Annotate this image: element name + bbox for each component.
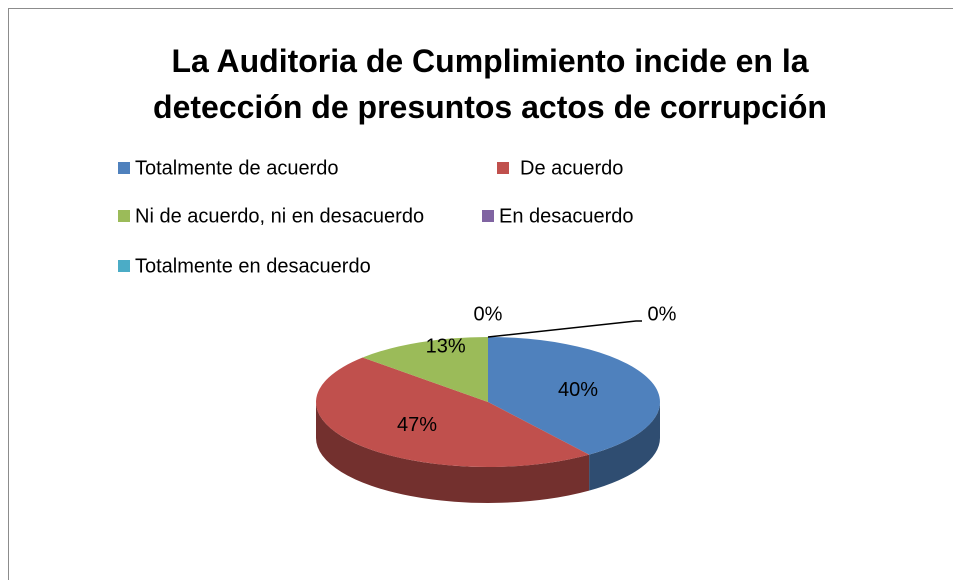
data-label: 47%: [397, 414, 437, 436]
data-label: 13%: [426, 336, 466, 358]
legend-swatch: [482, 210, 494, 222]
legend-label: Ni de acuerdo, ni en desacuerdo: [135, 205, 424, 227]
pie-slice: [362, 337, 488, 402]
legend-swatch: [497, 162, 509, 174]
leader-line: [487, 320, 642, 338]
legend-label: De acuerdo: [520, 157, 623, 179]
chart-frame: [8, 8, 953, 580]
legend-swatch: [118, 260, 130, 272]
legend-swatch: [118, 162, 130, 174]
legend-label: Totalmente de acuerdo: [135, 157, 338, 179]
pie-side: [589, 402, 660, 491]
data-label: 0%: [648, 303, 677, 325]
legend-label: En desacuerdo: [499, 205, 634, 227]
data-label: 40%: [558, 379, 598, 401]
pie-slice: [488, 337, 660, 455]
legend-swatch: [118, 210, 130, 222]
data-label: 0%: [474, 303, 503, 325]
chart-title: La Auditoria de Cumplimiento incide en l…: [153, 43, 827, 125]
pie-slice: [315, 357, 590, 467]
legend-label: Totalmente en desacuerdo: [135, 255, 371, 277]
pie-side: [316, 402, 590, 503]
